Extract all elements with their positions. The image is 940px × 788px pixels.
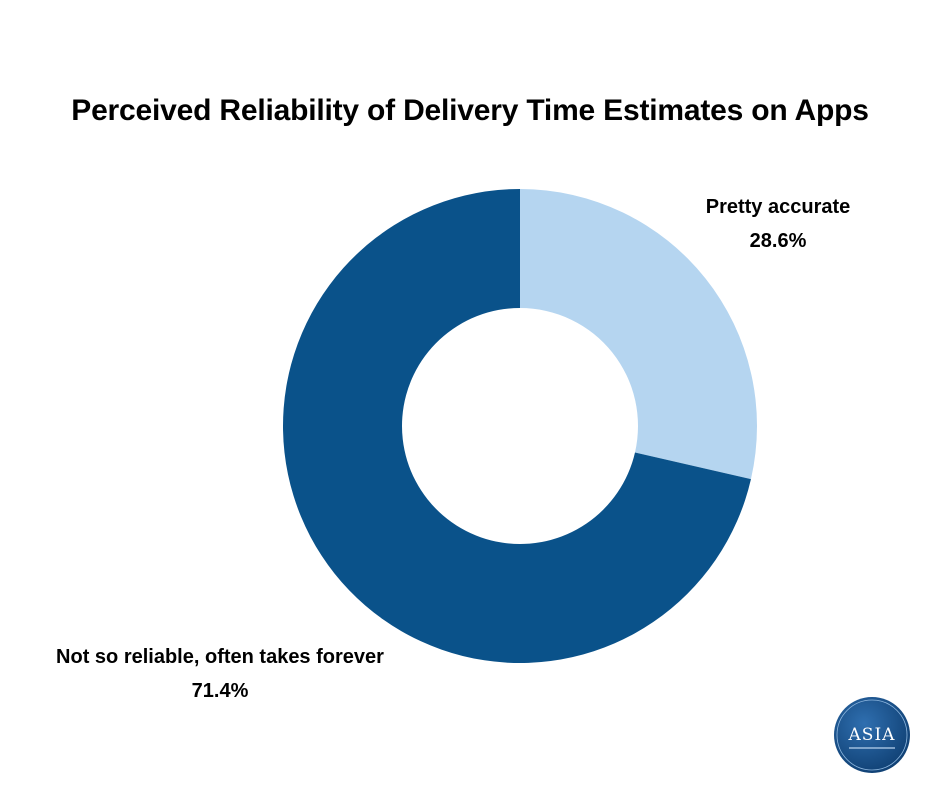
slice-label-value: 28.6% (749, 230, 807, 252)
slice-label-pretty-accurate: Pretty accurate 28.6% (640, 190, 916, 258)
slice-label-not-so-reliable: Not so reliable, often takes forever 71.… (10, 640, 430, 708)
asia-logo: ASIA (834, 697, 910, 773)
slice-label-text: Pretty accurate (705, 196, 851, 218)
chart-title: Perceived Reliability of Delivery Time E… (71, 94, 869, 127)
logo-circle (834, 697, 910, 773)
logo-text: ASIA (848, 725, 896, 745)
slice-group (282, 189, 758, 663)
logo-ring (836, 699, 908, 771)
slice-label-value: 71.4% (191, 680, 249, 702)
slice-label-text: Not so reliable, often takes forever (56, 646, 384, 668)
donut-slice-not-so-reliable-often-takes-forever (282, 189, 751, 663)
donut-slice-pretty-accurate (520, 189, 758, 480)
